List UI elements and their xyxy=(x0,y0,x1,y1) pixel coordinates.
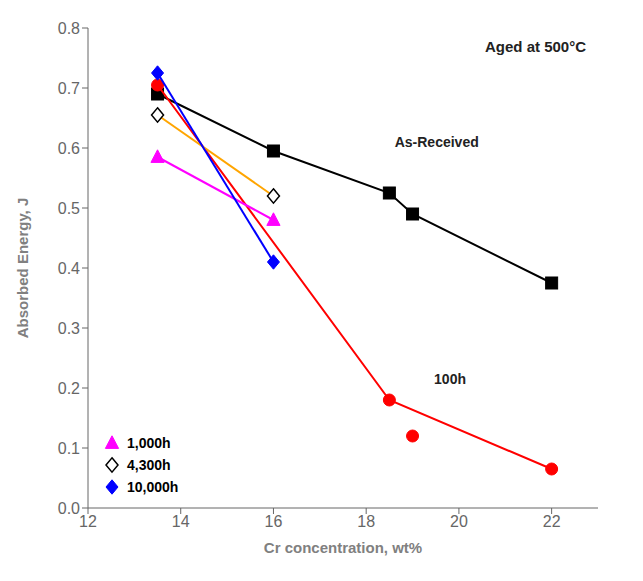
svg-text:As-Received: As-Received xyxy=(395,134,479,150)
html-text:10,000h: 10,000h xyxy=(127,479,179,495)
svg-text:0.7: 0.7 xyxy=(58,80,80,97)
html-text:1,000h: 1,000h xyxy=(127,435,171,451)
svg-text:22: 22 xyxy=(543,513,561,530)
svg-text:Cr concentration, wt%: Cr concentration, wt% xyxy=(264,539,422,556)
svg-text:0.6: 0.6 xyxy=(58,140,80,157)
svg-text:0.1: 0.1 xyxy=(58,440,80,457)
svg-text:14: 14 xyxy=(172,513,190,530)
svg-text:0.0: 0.0 xyxy=(58,500,80,517)
svg-text:12: 12 xyxy=(79,513,97,530)
svg-text:0.3: 0.3 xyxy=(58,320,80,337)
svg-text:Absorbed Energy, J: Absorbed Energy, J xyxy=(14,198,31,339)
svg-text:18: 18 xyxy=(357,513,375,530)
svg-text:0.4: 0.4 xyxy=(58,260,80,277)
html-text:4,300h: 4,300h xyxy=(127,457,171,473)
svg-text:0.5: 0.5 xyxy=(58,200,80,217)
svg-text:16: 16 xyxy=(265,513,283,530)
svg-text:0.8: 0.8 xyxy=(58,20,80,37)
svg-text:100h: 100h xyxy=(434,371,466,387)
svg-text:20: 20 xyxy=(450,513,468,530)
svg-text:0.2: 0.2 xyxy=(58,380,80,397)
html-text:Aged at 500°C: Aged at 500°C xyxy=(485,38,586,55)
